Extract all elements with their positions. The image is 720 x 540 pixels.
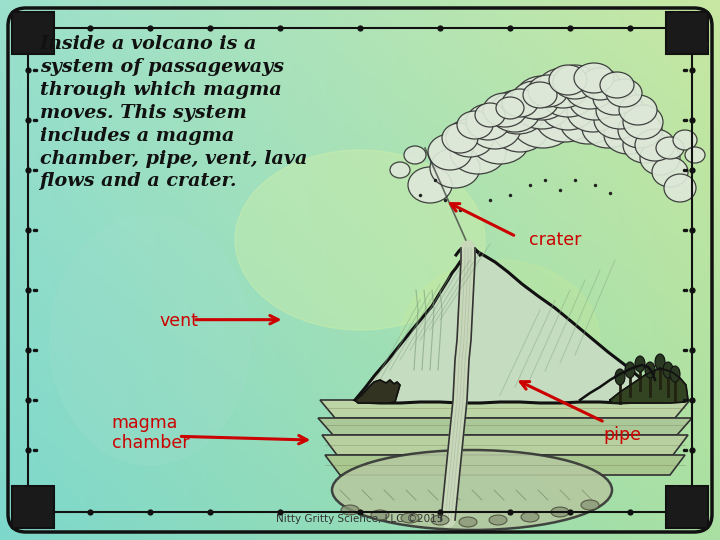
Polygon shape xyxy=(610,368,688,403)
Ellipse shape xyxy=(490,90,546,134)
Ellipse shape xyxy=(535,94,595,142)
Ellipse shape xyxy=(470,116,530,164)
Ellipse shape xyxy=(549,65,587,95)
Ellipse shape xyxy=(50,215,250,465)
Ellipse shape xyxy=(593,81,637,115)
Ellipse shape xyxy=(511,81,559,119)
Ellipse shape xyxy=(567,92,619,132)
Ellipse shape xyxy=(645,362,655,378)
Ellipse shape xyxy=(466,104,510,140)
Text: vent: vent xyxy=(160,312,199,330)
Text: crater: crater xyxy=(529,231,582,249)
Ellipse shape xyxy=(428,134,472,170)
Ellipse shape xyxy=(581,500,599,510)
Ellipse shape xyxy=(565,71,615,109)
Ellipse shape xyxy=(511,96,575,148)
Ellipse shape xyxy=(400,260,600,420)
Ellipse shape xyxy=(685,147,705,163)
Ellipse shape xyxy=(332,450,612,530)
Ellipse shape xyxy=(664,174,696,202)
Ellipse shape xyxy=(515,76,569,120)
Ellipse shape xyxy=(673,130,697,150)
Ellipse shape xyxy=(521,512,539,522)
Ellipse shape xyxy=(618,112,662,148)
Ellipse shape xyxy=(635,356,645,372)
Ellipse shape xyxy=(604,116,652,154)
Ellipse shape xyxy=(635,129,675,161)
Ellipse shape xyxy=(594,101,642,139)
Ellipse shape xyxy=(430,148,480,188)
Ellipse shape xyxy=(341,505,359,515)
Ellipse shape xyxy=(390,162,410,178)
Text: Inside a volcano is a
system of passageways
through which magma
moves. This syst: Inside a volcano is a system of passagew… xyxy=(40,35,307,191)
Ellipse shape xyxy=(442,123,478,153)
Ellipse shape xyxy=(469,107,521,149)
Ellipse shape xyxy=(625,362,635,378)
Ellipse shape xyxy=(640,141,680,175)
Ellipse shape xyxy=(523,82,557,108)
Ellipse shape xyxy=(560,100,616,144)
Ellipse shape xyxy=(431,515,449,525)
Ellipse shape xyxy=(652,157,688,187)
Polygon shape xyxy=(355,380,400,403)
Ellipse shape xyxy=(492,108,548,152)
Ellipse shape xyxy=(401,513,419,523)
Ellipse shape xyxy=(569,80,621,120)
Ellipse shape xyxy=(446,119,494,157)
Polygon shape xyxy=(12,486,54,528)
Ellipse shape xyxy=(489,515,507,525)
Polygon shape xyxy=(12,12,54,54)
Polygon shape xyxy=(318,418,692,435)
Polygon shape xyxy=(322,435,688,455)
Ellipse shape xyxy=(580,68,620,100)
Ellipse shape xyxy=(574,63,614,93)
Ellipse shape xyxy=(619,95,657,125)
Ellipse shape xyxy=(475,103,505,127)
Ellipse shape xyxy=(537,68,589,108)
Ellipse shape xyxy=(408,167,452,203)
Polygon shape xyxy=(666,12,708,54)
Ellipse shape xyxy=(623,127,667,163)
Ellipse shape xyxy=(512,81,572,129)
Ellipse shape xyxy=(606,79,642,107)
Polygon shape xyxy=(355,250,665,403)
Ellipse shape xyxy=(540,86,596,130)
Ellipse shape xyxy=(663,362,673,378)
Ellipse shape xyxy=(655,354,665,370)
Ellipse shape xyxy=(596,91,644,129)
Ellipse shape xyxy=(600,72,634,98)
Ellipse shape xyxy=(615,369,625,385)
Ellipse shape xyxy=(496,97,524,119)
Ellipse shape xyxy=(623,105,663,139)
Ellipse shape xyxy=(459,517,477,527)
Ellipse shape xyxy=(450,130,506,174)
Ellipse shape xyxy=(551,507,569,517)
Polygon shape xyxy=(320,400,690,418)
Ellipse shape xyxy=(502,89,538,117)
Ellipse shape xyxy=(553,65,597,99)
Ellipse shape xyxy=(528,75,568,107)
Ellipse shape xyxy=(404,146,426,164)
Ellipse shape xyxy=(371,510,389,520)
Polygon shape xyxy=(666,486,708,528)
Ellipse shape xyxy=(540,73,596,117)
Ellipse shape xyxy=(483,93,527,127)
Ellipse shape xyxy=(582,108,634,148)
Text: Nitty Gritty Science, LLC ©2015: Nitty Gritty Science, LLC ©2015 xyxy=(276,514,444,524)
Ellipse shape xyxy=(656,137,684,159)
Polygon shape xyxy=(325,455,685,475)
Text: pipe: pipe xyxy=(603,426,642,444)
Text: magma
chamber: magma chamber xyxy=(112,414,189,453)
Ellipse shape xyxy=(490,92,540,132)
Ellipse shape xyxy=(670,366,680,382)
Ellipse shape xyxy=(457,111,493,139)
Ellipse shape xyxy=(235,150,485,330)
